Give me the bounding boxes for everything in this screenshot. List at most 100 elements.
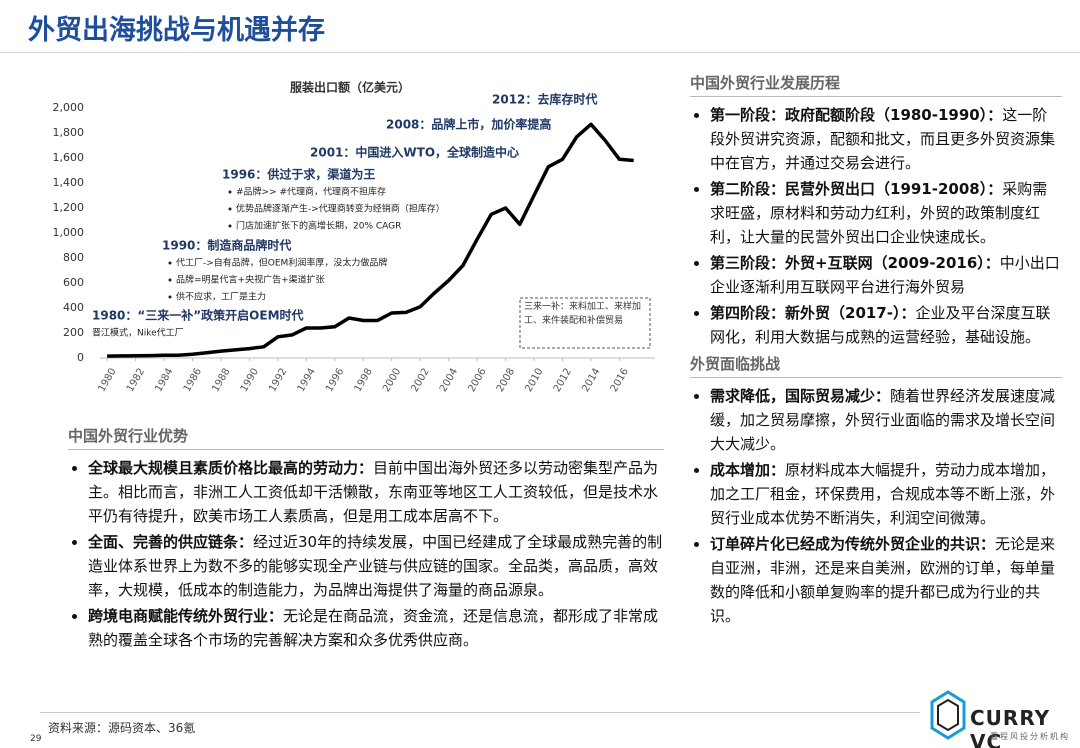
- bullet-lead: 第四阶段：新外贸（2017-）：: [710, 304, 916, 322]
- bullet-text: 无论是在商品流，资金流，还是信息流，都形成了非常成熟的覆盖全球各个市场的完善解决…: [88, 607, 659, 649]
- y-tick-label: 0: [77, 351, 84, 364]
- bullet-text: 采购需求旺盛，原材料和劳动力红利，外贸的政策制度红利，让大量的民营外贸出口企业快…: [710, 180, 1048, 246]
- x-tick-label: 1996: [324, 366, 346, 394]
- y-tick-label: 800: [63, 251, 84, 264]
- y-tick-label: 1,400: [53, 176, 85, 189]
- y-tick-label: 1,200: [53, 201, 85, 214]
- logo-subtitle: 嘉程风投分析机构: [990, 732, 1070, 741]
- bullet-lead: 全球最大规模且素质价格比最高的劳动力：: [88, 459, 374, 477]
- annotation-bullet: 代工厂->自有品牌，但OEM利润率厚，没太力做品牌: [176, 257, 387, 269]
- x-tick-label: 2008: [495, 366, 517, 394]
- note: 三来一补：来料加工、来样加工、来件装配和补偿贸易: [524, 302, 642, 326]
- x-tick-label: 2000: [381, 366, 403, 394]
- bullet-dot: [228, 190, 232, 194]
- bullet-text: 中小出口企业逐渐利用互联网平台进行海外贸易: [710, 254, 1060, 296]
- bullet-item: 第二阶段：民营外贸出口（1991-2008）：采购需求旺盛，原材料和劳动力红利，…: [710, 177, 1062, 249]
- footer-rule: [40, 712, 920, 713]
- slide-title: 外贸出海挑战与机遇并存: [28, 15, 325, 46]
- bullet-text: 随着世界经济发展速度减缓，加之贸易摩擦，外贸行业面临的需求及增长空间大大减少。: [710, 387, 1056, 453]
- annotation-bullet: #品牌>> #代理商，代理商不担库存: [236, 186, 386, 198]
- bullet-lead: 第三阶段：外贸+互联网（2009-2016）：: [710, 254, 1000, 272]
- bullet-item: 第四阶段：新外贸（2017-）：企业及平台深度互联网化，利用大数据与成熟的运营经…: [710, 301, 1062, 349]
- advantages: 中国外贸行业优势 全球最大规模且素质价格比最高的劳动力：目前中国出海外贸还多以劳…: [68, 425, 664, 654]
- bullet-lead: 第二阶段：民营外贸出口（1991-2008）：: [710, 180, 1003, 198]
- y-tick-label: 600: [63, 276, 84, 289]
- logo: CURRY VC: [970, 706, 1051, 748]
- x-tick-label: 2010: [523, 366, 545, 394]
- page-number: 29: [30, 734, 42, 744]
- x-tick-label: 1998: [353, 366, 375, 394]
- right-column: 中国外贸行业发展历程 第一阶段：政府配额阶段（1980-1990）：这一阶段外贸…: [690, 72, 1062, 630]
- data-line: [107, 122, 634, 358]
- annotation-bullet: 晋江模式，Nike代工厂: [92, 327, 184, 339]
- y-tick-label: 2,000: [53, 101, 85, 114]
- annotation: 1996：供过于求，渠道为王: [222, 167, 375, 182]
- bullet-list: 需求降低，国际贸易减少：随着世界经济发展速度减缓，加之贸易摩擦，外贸行业面临的需…: [690, 384, 1062, 628]
- bullet-item: 第三阶段：外贸+互联网（2009-2016）：中小出口企业逐渐利用互联网平台进行…: [710, 251, 1062, 299]
- x-tick-label: 1988: [210, 366, 232, 394]
- x-tick-label: 1992: [267, 366, 289, 394]
- bullet-text: 经过近30年的持续发展，中国已经建成了全球最成熟完善的制造业体系世界上为数不多的…: [88, 533, 663, 599]
- x-tick-label: 1982: [125, 366, 147, 394]
- x-tick-label: 1984: [153, 366, 175, 394]
- annotation-bullet: 优势品牌逐渐产生->代理商转变为经销商（担库存）: [236, 203, 445, 215]
- chart: 服装出口额（亿美元） 0 200 400 600 800 1,000 1,200 1,400 1,…: [53, 80, 655, 394]
- bullet-dot: [168, 278, 172, 282]
- section-heading: 中国外贸行业发展历程: [690, 72, 1062, 97]
- annotation-bullet: 门店加速扩张下的高增长期，20% CAGR: [236, 220, 401, 232]
- bullet-item: 需求降低，国际贸易减少：随着世界经济发展速度减缓，加之贸易摩擦，外贸行业面临的需…: [710, 384, 1062, 456]
- bullet-text: 这一阶段外贸讲究资源，配额和批文，而且更多外贸资源集中在官方，并通过交易会进行。: [710, 106, 1056, 172]
- bullet-dot: [228, 224, 232, 228]
- y-tick-label: 400: [63, 301, 84, 314]
- x-tick-label: 2006: [466, 366, 488, 394]
- bullet-item: 成本增加：原材料成本大幅提升，劳动力成本增加，加之工厂租金，环保费用，合规成本等…: [710, 458, 1062, 530]
- bullet-item: 全球最大规模且素质价格比最高的劳动力：目前中国出海外贸还多以劳动密集型产品为主。…: [88, 456, 664, 528]
- bullet-dot: [168, 295, 172, 299]
- x-tick-label: 2016: [609, 366, 631, 394]
- x-tick-label: 1986: [182, 366, 204, 394]
- annotation-bullet: 供不应求，工厂是主力: [176, 291, 266, 303]
- bullet-list: 全球最大规模且素质价格比最高的劳动力：目前中国出海外贸还多以劳动密集型产品为主。…: [68, 456, 664, 652]
- logo-icon: [930, 690, 966, 740]
- bullet-dot: [168, 261, 172, 265]
- x-tick-label: 2002: [409, 366, 431, 394]
- bullet-lead: 全面、完善的供应链条：: [88, 533, 254, 551]
- bullet-lead: 跨境电商赋能传统外贸行业：: [88, 607, 284, 625]
- x-tick-label: 1980: [96, 366, 118, 394]
- bullet-text: 原材料成本大幅提升，劳动力成本增加，加之工厂租金，环保费用，合规成本等不断上涨，…: [710, 461, 1056, 527]
- note-box: [519, 297, 651, 349]
- annotation: 1980：“三来一补”政策开启OEM时代: [92, 308, 304, 323]
- bullet-text: 无论是来自亚洲，非洲，还是来自美洲，欧洲的订单，每单量数的降低和小额单复购率的提…: [710, 535, 1056, 625]
- x-tick-label: 1994: [296, 366, 318, 394]
- y-tick-label: 1,800: [53, 126, 85, 139]
- header-rule: [0, 52, 1080, 53]
- bullet-lead: 第一阶段：政府配额阶段（1980-1990）：: [710, 106, 1003, 124]
- annotation: 1990：制造商品牌时代: [162, 238, 291, 253]
- annotation: 2012：去库存时代: [492, 92, 597, 107]
- annotation: 2008：品牌上市，加价率提高: [386, 117, 551, 132]
- annotation-bullet: 品牌=明星代言+央视广告+渠道扩张: [176, 274, 325, 286]
- bullet-dot: [228, 207, 232, 211]
- bullet-list: 第一阶段：政府配额阶段（1980-1990）：这一阶段外贸讲究资源，配额和批文，…: [690, 103, 1062, 349]
- bullet-lead: 成本增加：: [710, 461, 786, 479]
- annotation: 2001：中国进入WTO，全球制造中心: [310, 145, 519, 160]
- section-heading: 外贸面临挑战: [690, 353, 1062, 378]
- y-tick-label: 200: [63, 326, 84, 339]
- bullet-lead: 订单碎片化已经成为传统外贸企业的共识：: [710, 535, 996, 553]
- bullet-lead: 需求降低，国际贸易减少：: [710, 387, 891, 405]
- bullet-item: 跨境电商赋能传统外贸行业：无论是在商品流，资金流，还是信息流，都形成了非常成熟的…: [88, 604, 664, 652]
- x-tick-label: 1990: [239, 366, 261, 394]
- bullet-item: 订单碎片化已经成为传统外贸企业的共识：无论是来自亚洲，非洲，还是来自美洲，欧洲的…: [710, 532, 1062, 628]
- x-tick-label: 2004: [438, 366, 460, 394]
- bullet-text: 目前中国出海外贸还多以劳动密集型产品为主。相比而言，非洲工人工资低却干活懒散，东…: [88, 459, 659, 525]
- x-tick-label: 2012: [552, 366, 574, 394]
- y-tick-label: 1,600: [53, 151, 85, 164]
- note-text: 三来一补：来料加工、来样加工、来件装配和补偿贸易: [524, 302, 642, 326]
- section-heading: 中国外贸行业优势: [68, 425, 664, 450]
- bullet-item: 第一阶段：政府配额阶段（1980-1990）：这一阶段外贸讲究资源，配额和批文，…: [710, 103, 1062, 175]
- chart-title: 服装出口额（亿美元）: [290, 80, 410, 95]
- bullet-text: 企业及平台深度互联网化，利用大数据与成熟的运营经验，基础设施。: [710, 304, 1051, 346]
- source: 资料来源：源码资本、36氪: [48, 721, 196, 735]
- y-tick-label: 1,000: [53, 226, 85, 239]
